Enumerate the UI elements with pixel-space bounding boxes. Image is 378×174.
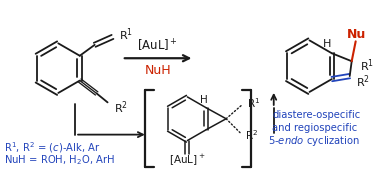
Text: 5-$\it{endo}$ cyclization: 5-$\it{endo}$ cyclization [268, 134, 361, 148]
Text: [AuL]$^+$: [AuL]$^+$ [137, 38, 178, 54]
Text: R$^1$: R$^1$ [359, 58, 374, 74]
Text: NuH = ROH, H$_2$O, ArH: NuH = ROH, H$_2$O, ArH [4, 153, 115, 167]
Text: [AuL]$^+$: [AuL]$^+$ [169, 152, 206, 167]
Text: diastere­ospecific: diastere­ospecific [272, 110, 361, 120]
Text: R$^2$: R$^2$ [356, 74, 370, 90]
Text: H: H [200, 95, 208, 105]
Text: Nu: Nu [347, 28, 366, 41]
Text: R$^1$: R$^1$ [247, 96, 260, 110]
Text: R$^1$: R$^1$ [119, 27, 133, 43]
Text: and regiospecific: and regiospecific [272, 123, 357, 133]
Text: R$^2$: R$^2$ [113, 99, 127, 116]
Text: NuH: NuH [144, 64, 171, 77]
Text: R$^2$: R$^2$ [245, 128, 258, 141]
Text: H: H [323, 39, 331, 49]
Text: R$^1$, R$^2$ = ($c$)-Alk, Ar: R$^1$, R$^2$ = ($c$)-Alk, Ar [4, 140, 100, 155]
